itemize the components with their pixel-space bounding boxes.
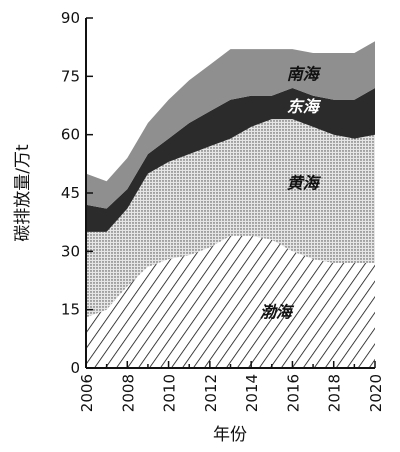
y-axis-title: 碳排放量/万t <box>13 144 33 242</box>
y-tick-label: 45 <box>61 184 80 202</box>
y-tick-label: 60 <box>61 126 80 144</box>
x-tick-label: 2020 <box>367 374 385 412</box>
x-tick-label: 2006 <box>78 374 96 412</box>
area-1 <box>86 235 375 368</box>
y-tick-label: 75 <box>61 67 80 85</box>
series-label-4: 南海 <box>287 65 322 84</box>
x-tick-label: 2012 <box>202 374 220 412</box>
y-tick-label: 90 <box>61 9 80 27</box>
y-tick-label: 30 <box>61 242 80 260</box>
y-axis-ticks: 0 15 30 45 60 75 90 <box>61 9 93 377</box>
area-4 <box>86 41 375 209</box>
area-2 <box>86 119 375 318</box>
x-tick-label: 2010 <box>161 374 179 412</box>
series-label-1: 渤海 <box>260 302 295 321</box>
series-label-3: 东海 <box>287 97 322 116</box>
y-tick-label: 15 <box>61 301 80 319</box>
area-3 <box>86 88 375 232</box>
x-axis-ticks: 2006 2008 2010 2012 2014 2016 2018 2020 <box>78 361 385 412</box>
series-labels: 渤海 黄海 东海 南海 <box>260 65 322 322</box>
x-tick-label: 2016 <box>284 374 302 412</box>
x-axis-title: 年份 <box>213 425 247 445</box>
y-tick-label: 0 <box>70 359 80 377</box>
series-label-2: 黄海 <box>287 174 322 193</box>
area-layers <box>86 41 375 368</box>
x-tick-label: 2014 <box>243 374 261 412</box>
x-tick-label: 2018 <box>326 374 344 412</box>
x-tick-label: 2008 <box>119 374 137 412</box>
